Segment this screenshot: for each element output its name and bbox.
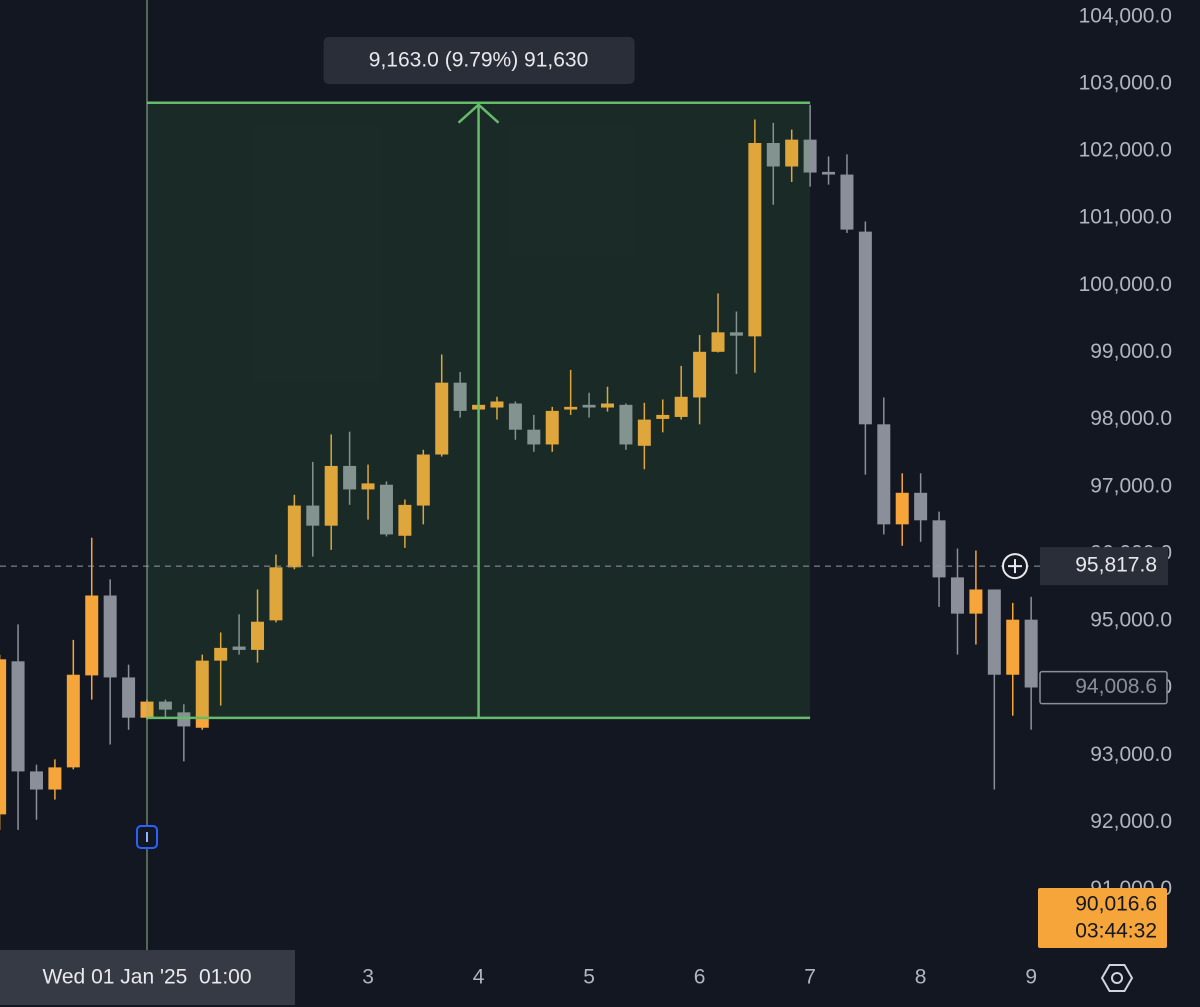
x-tick-label: 3: [362, 966, 374, 989]
candle-body: [840, 174, 854, 230]
candle-body: [214, 647, 228, 661]
x-tick-label: 7: [804, 966, 816, 989]
candle-body: [508, 403, 522, 430]
candle-body: [287, 505, 301, 568]
crosshair-price-label: 95,817.8: [1075, 554, 1157, 577]
candle-body: [766, 143, 780, 167]
settings-icon-center: [1111, 972, 1123, 984]
candle-body: [914, 492, 928, 521]
candle-body: [1006, 619, 1020, 675]
crosshair-price-box: [1040, 547, 1168, 586]
x-tick-label: 6: [694, 966, 706, 989]
y-tick-label: 102,000.0: [1079, 139, 1172, 162]
candle-body: [48, 767, 62, 790]
candle-body: [1024, 619, 1038, 688]
y-tick-label: 100,000.0: [1079, 273, 1172, 296]
candle-body: [490, 401, 504, 408]
candle-body: [527, 429, 541, 445]
candle-body: [269, 567, 283, 621]
candle-body: [858, 231, 872, 425]
candle-body: [987, 589, 1001, 675]
candle-body: [748, 143, 762, 337]
candle-body: [232, 646, 246, 650]
y-tick-label: 92,000.0: [1090, 810, 1172, 833]
candle-body: [637, 419, 651, 446]
candle-body: [822, 171, 836, 175]
candle-body: [969, 589, 983, 614]
candle-body: [103, 595, 117, 678]
x-tick-label: 9: [1025, 966, 1037, 989]
countdown-label: 03:44:32: [1075, 920, 1157, 943]
candle-body: [656, 414, 670, 419]
last-price-box: [1039, 670, 1168, 705]
settings-icon[interactable]: [1100, 964, 1134, 992]
candle-body: [545, 410, 559, 445]
candle-body: [785, 139, 799, 167]
x-tick-label: 4: [473, 966, 485, 989]
measure-arrowhead: [457, 103, 500, 124]
candle-body: [895, 492, 909, 525]
candle-body: [803, 139, 817, 173]
y-tick-label: 104,000.0: [1079, 4, 1172, 27]
candle-body: [0, 659, 7, 815]
crosshair-time-box: [0, 950, 295, 1005]
candle-body: [122, 677, 136, 718]
y-tick-label: 97,000.0: [1090, 474, 1172, 497]
candle-body: [619, 404, 633, 445]
candle-body: [877, 424, 891, 525]
candle-body: [711, 332, 725, 352]
candle-body: [398, 504, 412, 536]
candle-body: [582, 404, 596, 408]
candle-body: [306, 505, 320, 526]
y-tick-label: 93,000.0: [1090, 743, 1172, 766]
measure-label: 9,163.0 (9.79%) 91,630: [369, 49, 589, 72]
candle-body: [435, 382, 449, 455]
candle-body: [29, 771, 43, 790]
candle-body: [66, 674, 80, 768]
candle-body: [177, 712, 191, 727]
x-tick-label: 5: [583, 966, 595, 989]
last-price-label: 94,008.6: [1075, 675, 1157, 698]
candle-body: [453, 382, 467, 411]
candle-body: [158, 701, 172, 710]
candle-body: [251, 621, 265, 650]
candle-body: [674, 396, 688, 417]
x-tick-label: 8: [915, 966, 927, 989]
candle-body: [195, 660, 209, 728]
candle-body: [361, 483, 375, 490]
y-tick-label: 99,000.0: [1090, 340, 1172, 363]
y-tick-label: 95,000.0: [1090, 609, 1172, 632]
candle-body: [324, 465, 338, 526]
candle-body: [950, 577, 964, 614]
candle-body: [729, 332, 743, 336]
measure-label-box: [323, 37, 635, 84]
countdown-price-label: 90,016.6: [1075, 893, 1157, 916]
candle-body: [416, 454, 430, 506]
y-tick-label: 98,000.0: [1090, 407, 1172, 430]
candle-body: [343, 465, 357, 490]
candle-body: [932, 520, 946, 578]
candle-body: [379, 484, 393, 535]
add-alert-plus: [1008, 559, 1022, 574]
candle-body: [564, 406, 578, 410]
countdown-box: [1038, 888, 1167, 948]
candle-body: [601, 403, 614, 408]
y-tick-label: 103,000.0: [1079, 71, 1172, 94]
candle-body: [693, 351, 707, 398]
y-tick-label: 101,000.0: [1079, 206, 1172, 229]
candle-body: [85, 595, 99, 676]
candle-body: [11, 661, 25, 772]
crosshair-time-label: Wed 01 Jan '25 01:00: [42, 966, 251, 989]
